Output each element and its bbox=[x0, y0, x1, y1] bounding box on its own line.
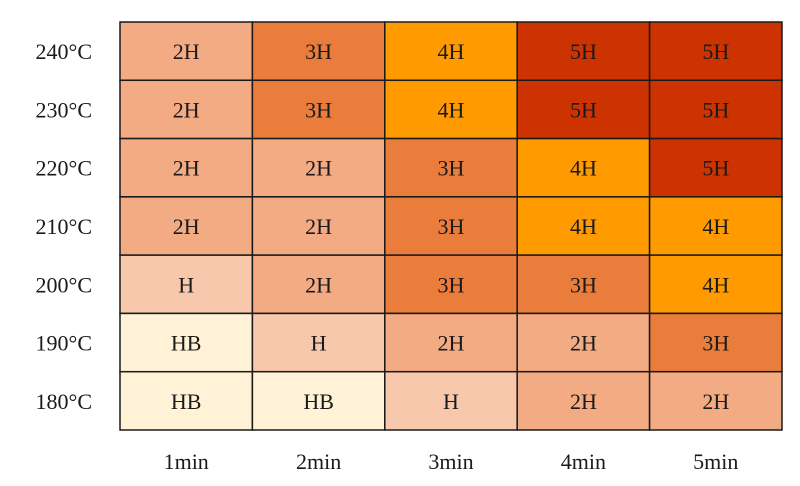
cell-label: HB bbox=[171, 331, 202, 356]
cell-label: 2H bbox=[305, 214, 332, 239]
y-tick-label: 210°C bbox=[36, 214, 92, 239]
cell-label: 3H bbox=[438, 156, 465, 181]
cell-label: HB bbox=[171, 389, 202, 414]
cell-label: 3H bbox=[570, 272, 597, 297]
heatmap-cell bbox=[516, 370, 651, 431]
heatmap-cell bbox=[251, 196, 386, 256]
x-tick-label: 4min bbox=[561, 449, 606, 474]
cell-label: 4H bbox=[702, 272, 729, 297]
heatmap-cell bbox=[648, 79, 783, 140]
cell-label: 2H bbox=[305, 156, 332, 181]
heatmap-cell bbox=[119, 254, 254, 315]
heatmap-cell bbox=[384, 254, 518, 315]
heatmap-cell bbox=[251, 312, 386, 373]
cell-label: 2H bbox=[173, 214, 200, 239]
heatmap-cell bbox=[119, 21, 254, 82]
y-tick-label: 230°C bbox=[36, 97, 92, 122]
cell-label: 2H bbox=[305, 272, 332, 297]
cell-label: 5H bbox=[702, 39, 729, 64]
heatmap-cell bbox=[384, 196, 518, 256]
cell-label: HB bbox=[303, 389, 334, 414]
heatmap-cell bbox=[648, 312, 783, 373]
y-tick-label: 190°C bbox=[36, 331, 92, 356]
cell-label: 3H bbox=[438, 272, 465, 297]
cell-label: 4H bbox=[702, 214, 729, 239]
heatmap-cell bbox=[251, 137, 386, 198]
cell-label: 4H bbox=[570, 214, 597, 239]
cell-label: 4H bbox=[570, 156, 597, 181]
heatmap-cell bbox=[251, 254, 386, 315]
cell-label: 3H bbox=[702, 331, 729, 356]
cell-label: 2H bbox=[173, 39, 200, 64]
x-tick-label: 3min bbox=[428, 449, 473, 474]
cell-label: 4H bbox=[438, 39, 465, 64]
cell-label: 5H bbox=[702, 97, 729, 122]
heatmap-cell bbox=[251, 21, 386, 82]
cell-label: H bbox=[311, 331, 327, 356]
cell-label: 3H bbox=[438, 214, 465, 239]
heatmap-cell bbox=[648, 370, 783, 431]
heatmap-cell bbox=[384, 21, 518, 82]
y-tick-label: 240°C bbox=[36, 39, 92, 64]
heatmap-cell bbox=[648, 254, 783, 315]
cell-label: 2H bbox=[173, 97, 200, 122]
heatmap-cell bbox=[119, 79, 254, 140]
cell-label: 3H bbox=[305, 97, 332, 122]
heatmap-cell bbox=[119, 196, 254, 256]
heatmap-cell bbox=[516, 196, 651, 256]
y-tick-label: 180°C bbox=[36, 389, 92, 414]
x-tick-label: 1min bbox=[164, 449, 209, 474]
x-tick-label: 5min bbox=[693, 449, 738, 474]
cell-label: H bbox=[443, 389, 459, 414]
heatmap-cell bbox=[648, 196, 783, 256]
cell-label: 2H bbox=[570, 389, 597, 414]
cell-label: 2H bbox=[173, 156, 200, 181]
heatmap-cell bbox=[119, 370, 254, 431]
heatmap-cell bbox=[384, 79, 518, 140]
cell-label: 4H bbox=[438, 97, 465, 122]
heatmap-cell bbox=[516, 137, 651, 198]
cell-label: 2H bbox=[438, 331, 465, 356]
cell-label: 2H bbox=[570, 331, 597, 356]
cell-label: 2H bbox=[702, 389, 729, 414]
cell-label: 5H bbox=[570, 97, 597, 122]
y-tick-label: 220°C bbox=[36, 156, 92, 181]
heatmap-cell bbox=[384, 312, 518, 373]
y-tick-label: 200°C bbox=[36, 272, 92, 297]
x-tick-label: 2min bbox=[296, 449, 341, 474]
heatmap-cell bbox=[516, 312, 651, 373]
cell-label: 3H bbox=[305, 39, 332, 64]
cell-label: 5H bbox=[702, 156, 729, 181]
cell-label: 5H bbox=[570, 39, 597, 64]
cell-label: H bbox=[178, 272, 194, 297]
